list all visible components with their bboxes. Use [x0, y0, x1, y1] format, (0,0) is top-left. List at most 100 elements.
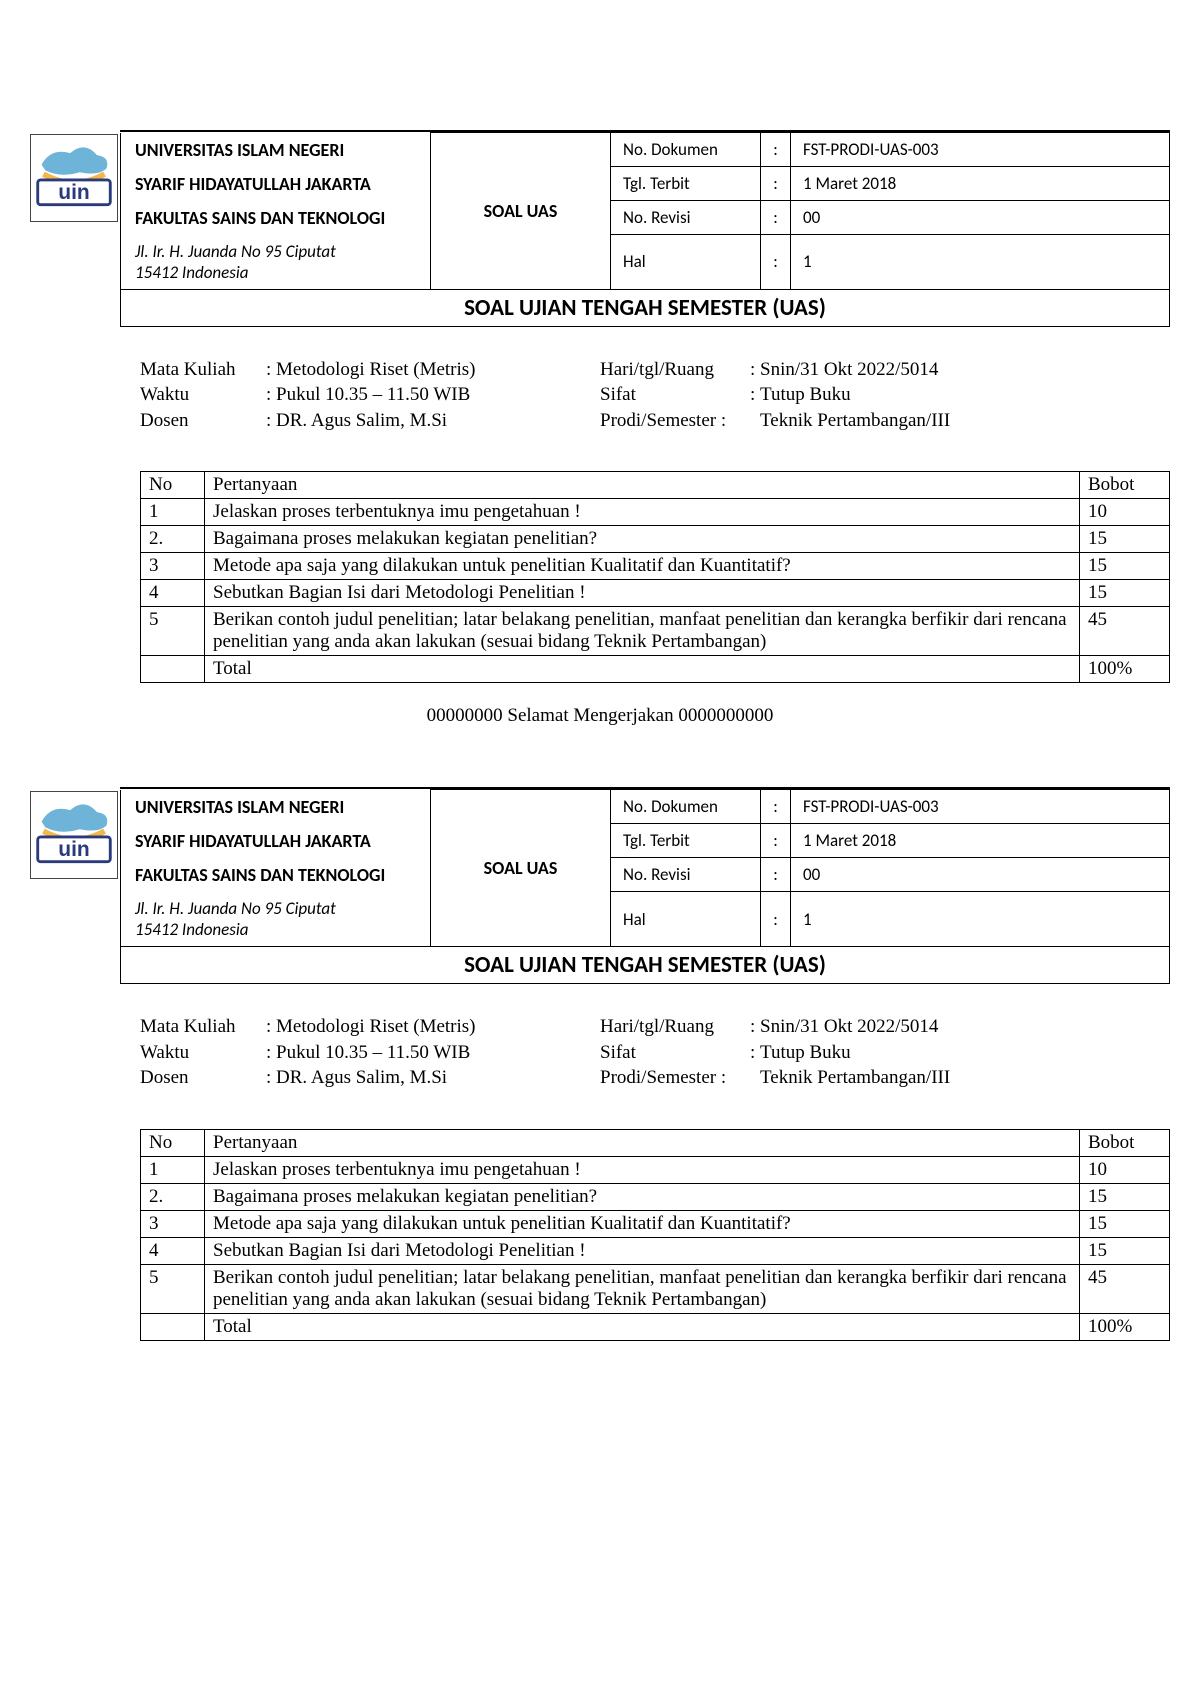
total-label: Total — [205, 1313, 1080, 1340]
waktu-label: Waktu — [140, 382, 266, 408]
prodi-value: Teknik Pertambangan/III — [760, 408, 950, 434]
hari-label: Hari/tgl/Ruang — [600, 357, 750, 383]
exam-title: SOAL UJIAN TENGAH SEMESTER (UAS) — [121, 289, 1170, 326]
info-block: Mata Kuliah : Metodologi Riset (Metris) … — [140, 1014, 1170, 1091]
faculty-name: FAKULTAS SAINS DAN TEKNOLOGI — [135, 864, 385, 886]
dosen-label: Dosen — [140, 1065, 266, 1091]
cell-no: 1 — [141, 1156, 205, 1183]
cell-question: Berikan contoh judul penelitian; latar b… — [205, 607, 1080, 656]
logo: uin — [30, 134, 118, 222]
sifat-label: Sifat — [600, 382, 750, 408]
header-table: UNIVERSITAS ISLAM NEGERI SOAL UAS No. Do… — [120, 789, 1170, 984]
header-wrap: uin UNIVERSITAS ISLAM NEGERI SOAL UAS No… — [30, 132, 1170, 327]
sifat-value: Tutup Buku — [760, 382, 851, 408]
prodi-label: Prodi/Semester : — [600, 408, 750, 434]
cell-question: Sebutkan Bagian Isi dari Metodologi Pene… — [205, 580, 1080, 607]
dosen-value: : DR. Agus Salim, M.Si — [266, 408, 447, 434]
col-pertanyaan: Pertanyaan — [205, 1129, 1080, 1156]
rev-value: 00 — [791, 201, 1170, 235]
total-row: Total 100% — [141, 656, 1170, 683]
cell-bobot: 15 — [1080, 580, 1170, 607]
cell-bobot: 10 — [1080, 1156, 1170, 1183]
table-row: 4Sebutkan Bagian Isi dari Metodologi Pen… — [141, 1237, 1170, 1264]
doc-no-value: FST-PRODI-UAS-003 — [791, 133, 1170, 167]
table-row: 3Metode apa saja yang dilakukan untuk pe… — [141, 1210, 1170, 1237]
logo: uin — [30, 791, 118, 879]
header-table: UNIVERSITAS ISLAM NEGERI SOAL UAS No. Do… — [120, 132, 1170, 327]
question-rows: 1Jelaskan proses terbentuknya imu penget… — [141, 1156, 1170, 1313]
table-row: 1Jelaskan proses terbentuknya imu penget… — [141, 499, 1170, 526]
doc-no-value: FST-PRODI-UAS-003 — [791, 790, 1170, 824]
cell-no: 2. — [141, 526, 205, 553]
sub-university: SYARIF HIDAYATULLAH JAKARTA — [135, 830, 371, 852]
hal-value: 1 — [791, 892, 1170, 947]
uin-logo-icon: uin — [32, 793, 116, 877]
date-value: 1 Maret 2018 — [791, 824, 1170, 858]
cell-bobot: 15 — [1080, 553, 1170, 580]
cell-bobot: 45 — [1080, 607, 1170, 656]
total-row: Total 100% — [141, 1313, 1170, 1340]
question-table: No Pertanyaan Bobot 1Jelaskan proses ter… — [140, 471, 1170, 683]
colon: : — [761, 133, 791, 167]
info-block: Mata Kuliah : Metodologi Riset (Metris) … — [140, 357, 1170, 434]
cell-bobot: 10 — [1080, 499, 1170, 526]
table-header-row: No Pertanyaan Bobot — [141, 472, 1170, 499]
svg-text:uin: uin — [58, 181, 90, 204]
date-value: 1 Maret 2018 — [791, 167, 1170, 201]
faculty-name: FAKULTAS SAINS DAN TEKNOLOGI — [135, 207, 385, 229]
cell-question: Sebutkan Bagian Isi dari Metodologi Pene… — [205, 1237, 1080, 1264]
table-row: 4Sebutkan Bagian Isi dari Metodologi Pen… — [141, 580, 1170, 607]
table-row: 2.Bagaimana proses melakukan kegiatan pe… — [141, 1183, 1170, 1210]
mata-kuliah-value: : Metodologi Riset (Metris) — [266, 1014, 476, 1040]
mid-label: SOAL UAS — [431, 790, 611, 947]
cell-no: 3 — [141, 553, 205, 580]
hal-label: Hal — [611, 892, 761, 947]
svg-text:uin: uin — [58, 838, 90, 861]
hari-label: Hari/tgl/Ruang — [600, 1014, 750, 1040]
table-row: 2.Bagaimana proses melakukan kegiatan pe… — [141, 526, 1170, 553]
mata-kuliah-value: : Metodologi Riset (Metris) — [266, 357, 476, 383]
waktu-value: : Pukul 10.35 – 11.50 WIB — [266, 382, 470, 408]
table-row: 1Jelaskan proses terbentuknya imu penget… — [141, 1156, 1170, 1183]
hal-value: 1 — [791, 235, 1170, 290]
prodi-label: Prodi/Semester : — [600, 1065, 750, 1091]
uin-logo-icon: uin — [32, 136, 116, 220]
address-line-1: Jl. Ir. H. Juanda No 95 Ciputat — [135, 898, 336, 919]
total-label: Total — [205, 656, 1080, 683]
col-pertanyaan: Pertanyaan — [205, 472, 1080, 499]
table-row: 5Berikan contoh judul penelitian; latar … — [141, 1264, 1170, 1313]
date-label: Tgl. Terbit — [611, 167, 761, 201]
sifat-value: Tutup Buku — [760, 1040, 851, 1066]
cell-no: 1 — [141, 499, 205, 526]
col-no: No — [141, 1129, 205, 1156]
mid-label: SOAL UAS — [431, 133, 611, 290]
dosen-label: Dosen — [140, 408, 266, 434]
cell-question: Bagaimana proses melakukan kegiatan pene… — [205, 526, 1080, 553]
table-header-row: No Pertanyaan Bobot — [141, 1129, 1170, 1156]
cell-question: Jelaskan proses terbentuknya imu pengeta… — [205, 1156, 1080, 1183]
university-name: UNIVERSITAS ISLAM NEGERI — [135, 796, 344, 818]
cell-no: 4 — [141, 1237, 205, 1264]
header-wrap: uin UNIVERSITAS ISLAM NEGERI SOAL UAS No… — [30, 789, 1170, 984]
university-name: UNIVERSITAS ISLAM NEGERI — [135, 139, 344, 161]
exam-block: uin UNIVERSITAS ISLAM NEGERI SOAL UAS No… — [30, 130, 1170, 727]
table-row: 3Metode apa saja yang dilakukan untuk pe… — [141, 553, 1170, 580]
mata-kuliah-label: Mata Kuliah — [140, 357, 266, 383]
cell-question: Metode apa saja yang dilakukan untuk pen… — [205, 1210, 1080, 1237]
rev-label: No. Revisi — [611, 858, 761, 892]
cell-question: Berikan contoh judul penelitian; latar b… — [205, 1264, 1080, 1313]
cell-no: 5 — [141, 1264, 205, 1313]
cell-no: 4 — [141, 580, 205, 607]
question-rows: 1Jelaskan proses terbentuknya imu penget… — [141, 499, 1170, 656]
dosen-value: : DR. Agus Salim, M.Si — [266, 1065, 447, 1091]
hal-label: Hal — [611, 235, 761, 290]
cell-question: Jelaskan proses terbentuknya imu pengeta… — [205, 499, 1080, 526]
total-value: 100% — [1080, 656, 1170, 683]
col-no: No — [141, 472, 205, 499]
sifat-label: Sifat — [600, 1040, 750, 1066]
col-bobot: Bobot — [1080, 1129, 1170, 1156]
cell-bobot: 45 — [1080, 1264, 1170, 1313]
cell-bobot: 15 — [1080, 1210, 1170, 1237]
exam-title: SOAL UJIAN TENGAH SEMESTER (UAS) — [121, 946, 1170, 983]
cell-question: Bagaimana proses melakukan kegiatan pene… — [205, 1183, 1080, 1210]
